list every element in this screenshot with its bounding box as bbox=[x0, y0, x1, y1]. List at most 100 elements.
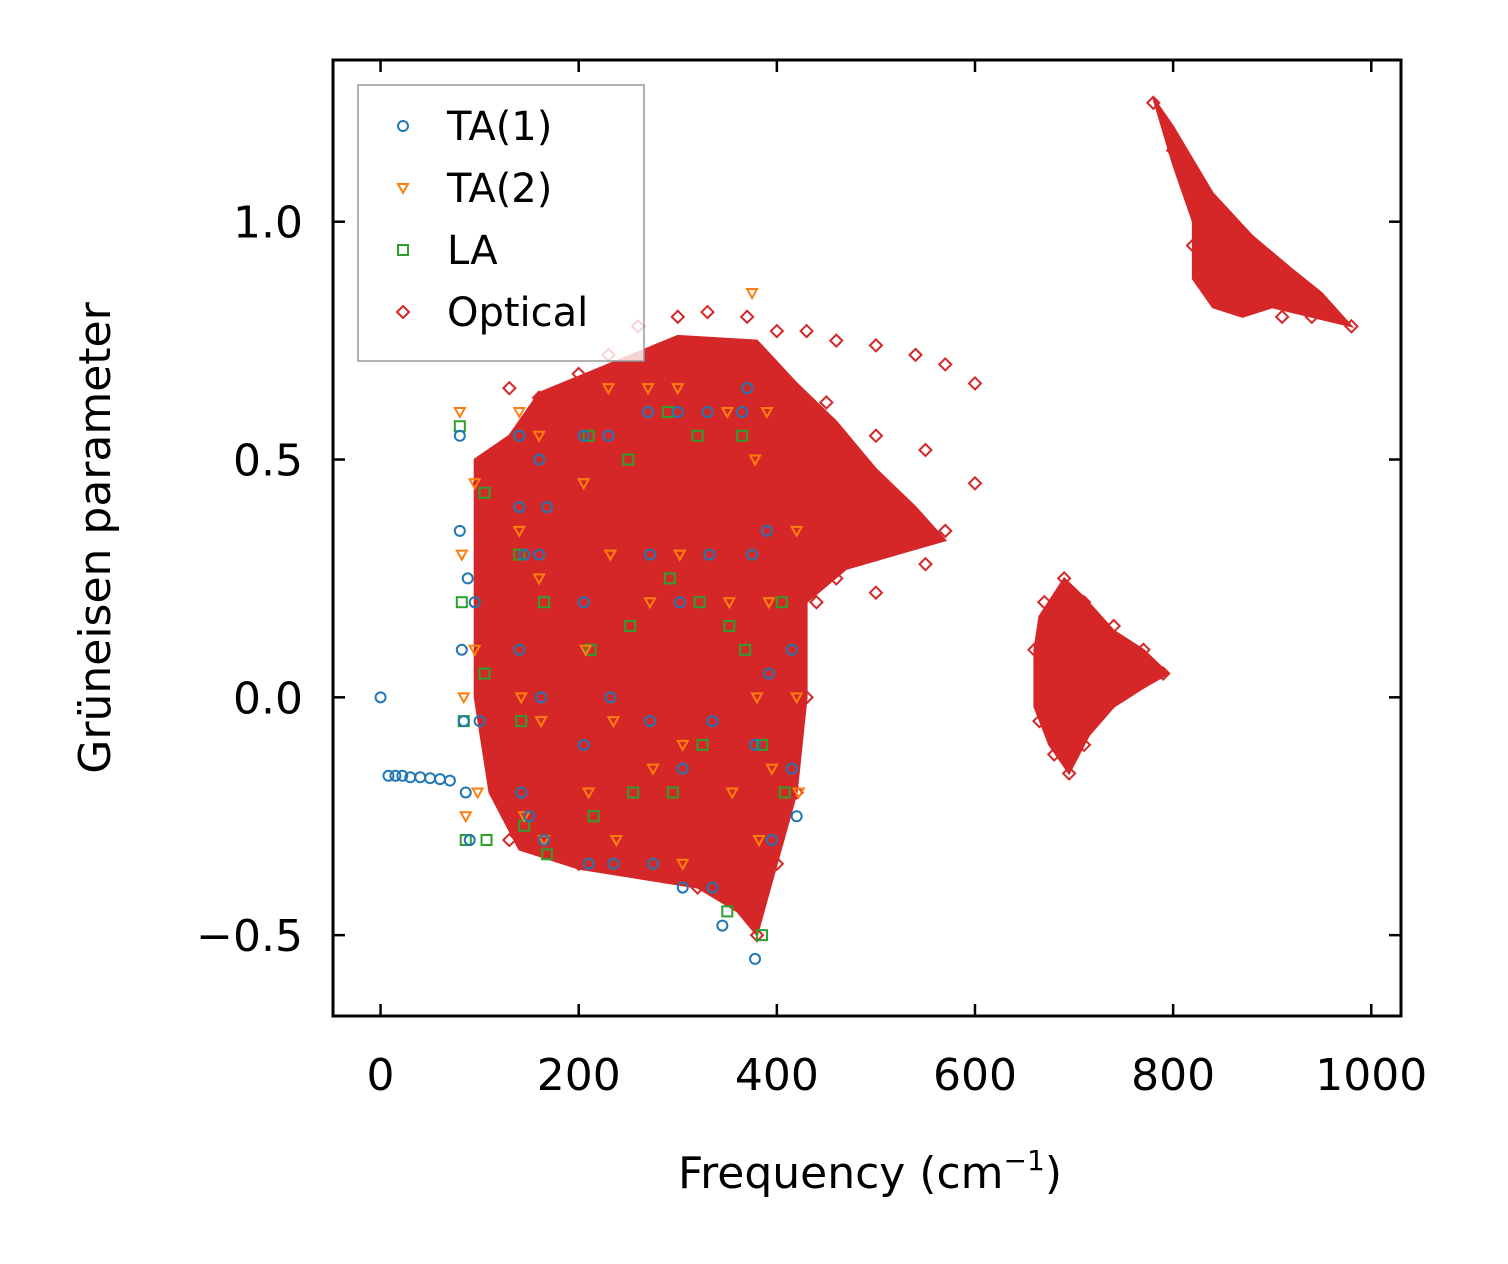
point-la-6 bbox=[480, 834, 493, 847]
point-ta-1-11 bbox=[455, 643, 468, 656]
point-ta-2-27 bbox=[676, 739, 690, 752]
point-ta-2-41 bbox=[791, 787, 806, 800]
point-optical-53 bbox=[1304, 309, 1320, 325]
point-ta-1-13 bbox=[459, 786, 472, 799]
point-la-22 bbox=[693, 596, 706, 609]
point-la-15 bbox=[622, 453, 635, 466]
point-optical-45 bbox=[1254, 261, 1270, 277]
point-ta-1-46 bbox=[706, 715, 719, 728]
point-ta-2-40 bbox=[789, 692, 804, 705]
point-ta-2-31 bbox=[725, 787, 739, 800]
x-tick-label-1: 200 bbox=[537, 1050, 621, 1101]
x-tick-label-2: 400 bbox=[735, 1050, 819, 1101]
point-optical-54 bbox=[1027, 642, 1042, 658]
point-ta-1-18 bbox=[513, 429, 526, 442]
point-ta-1-21 bbox=[515, 786, 528, 799]
point-ta-2-29 bbox=[720, 406, 735, 420]
point-optical-27 bbox=[809, 547, 824, 563]
point-ta-1-20 bbox=[513, 643, 526, 656]
point-la-17 bbox=[627, 786, 640, 799]
point-ta-1-23 bbox=[523, 810, 536, 823]
y-tick-label-0: −0.5 bbox=[196, 911, 303, 962]
point-ta-2-39 bbox=[789, 525, 804, 538]
point-optical-12 bbox=[908, 347, 923, 363]
point-ta-1-0 bbox=[374, 691, 387, 704]
point-ta-2-17 bbox=[581, 787, 596, 800]
legend-label-ta-1: TA(1) bbox=[446, 104, 552, 150]
legend-label-optical: Optical bbox=[447, 290, 588, 336]
point-ta-1-54 bbox=[760, 524, 773, 537]
point-ta-1-27 bbox=[538, 834, 551, 847]
y-tick-label-2: 0.5 bbox=[233, 436, 303, 487]
point-ta-1-15 bbox=[463, 834, 476, 847]
point-ta-1-55 bbox=[762, 667, 775, 680]
point-la-26 bbox=[736, 429, 749, 442]
point-ta-1-56 bbox=[765, 834, 778, 847]
point-la-20 bbox=[666, 786, 679, 799]
point-la-10 bbox=[538, 596, 551, 609]
point-ta-2-20 bbox=[606, 716, 621, 729]
point-optical-34 bbox=[690, 880, 706, 895]
point-optical-14 bbox=[967, 376, 983, 391]
point-ta-2-19 bbox=[603, 549, 618, 562]
legend-marker-ta-2 bbox=[396, 183, 410, 196]
x-tick-label-0: 0 bbox=[367, 1050, 395, 1101]
point-la-21 bbox=[691, 429, 704, 442]
point-optical-32 bbox=[571, 856, 587, 872]
point-ta-1-1 bbox=[382, 769, 395, 782]
point-ta-1-40 bbox=[671, 405, 684, 418]
optical-band-0 bbox=[473, 334, 948, 938]
legend-marker-optical bbox=[395, 304, 411, 320]
legend-label-la: LA bbox=[447, 228, 498, 274]
point-ta-2-37 bbox=[762, 597, 776, 610]
point-ta-1-24 bbox=[533, 453, 546, 466]
point-ta-2-0 bbox=[453, 406, 467, 420]
point-ta-2-21 bbox=[609, 835, 624, 848]
point-ta-1-29 bbox=[577, 429, 590, 442]
point-ta-1-44 bbox=[701, 405, 714, 418]
legend-marker-ta-1 bbox=[397, 120, 409, 132]
point-ta-1-45 bbox=[703, 548, 716, 561]
point-ta-1-9 bbox=[453, 429, 466, 442]
plot-frame bbox=[331, 58, 1403, 1018]
point-optical-41 bbox=[1145, 95, 1161, 111]
point-optical-10 bbox=[828, 333, 844, 349]
point-ta-2-28 bbox=[676, 858, 690, 871]
point-optical-39 bbox=[809, 594, 824, 610]
point-la-11 bbox=[540, 848, 553, 861]
point-la-19 bbox=[663, 572, 676, 585]
point-optical-33 bbox=[630, 856, 646, 872]
point-la-4 bbox=[478, 486, 491, 499]
point-optical-48 bbox=[1344, 318, 1359, 334]
point-optical-44 bbox=[1225, 223, 1240, 239]
point-la-27 bbox=[739, 643, 752, 656]
point-ta-2-5 bbox=[467, 644, 482, 657]
point-la-28 bbox=[755, 929, 768, 942]
point-ta-1-19 bbox=[513, 501, 526, 514]
point-ta-1-33 bbox=[602, 429, 615, 442]
point-optical-49 bbox=[1185, 238, 1201, 253]
point-optical-15 bbox=[818, 395, 834, 410]
point-ta-2-30 bbox=[722, 597, 736, 610]
legend-label-ta-2: TA(2) bbox=[446, 166, 552, 212]
point-ta-1-2 bbox=[389, 769, 402, 782]
point-la-8 bbox=[515, 715, 528, 728]
point-optical-55 bbox=[1036, 594, 1052, 610]
point-ta-1-50 bbox=[741, 382, 754, 395]
point-ta-1-8 bbox=[443, 774, 456, 787]
ticks-layer: 0 200 400 600 800 1000 −0.5 0.0 0.5 1.0 bbox=[196, 60, 1427, 1101]
point-ta-1-49 bbox=[736, 405, 749, 418]
point-optical-8 bbox=[769, 323, 785, 339]
point-ta-1-42 bbox=[676, 762, 689, 775]
point-ta-1-16 bbox=[468, 596, 481, 609]
point-ta-2-11 bbox=[532, 430, 546, 443]
point-optical-61 bbox=[1031, 713, 1047, 729]
point-ta-1-43 bbox=[676, 881, 689, 894]
point-la-7 bbox=[513, 548, 526, 561]
point-optical-60 bbox=[1155, 666, 1171, 681]
point-ta-1-52 bbox=[749, 738, 762, 751]
point-optical-43 bbox=[1195, 190, 1211, 206]
point-ta-2-16 bbox=[578, 644, 593, 657]
point-ta-2-2 bbox=[457, 692, 471, 705]
point-ta-1-34 bbox=[604, 691, 617, 704]
